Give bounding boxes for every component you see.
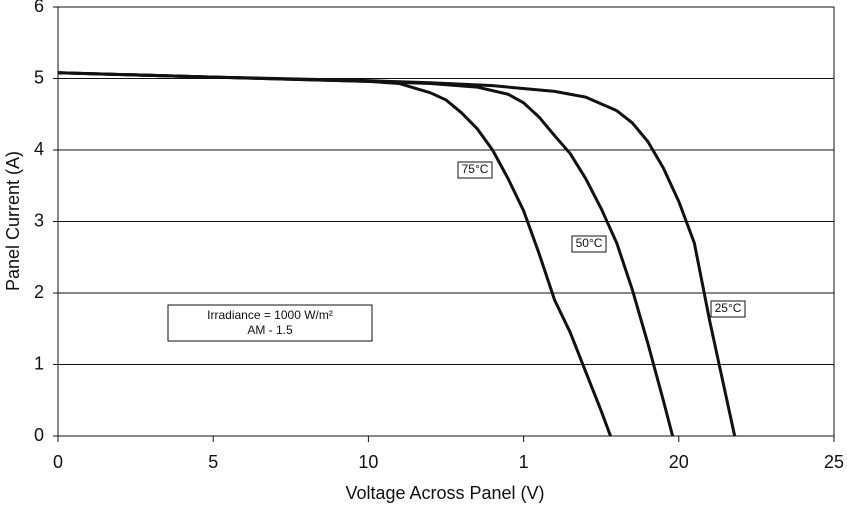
y-tick-label: 6 <box>34 0 44 16</box>
y-tick-label: 3 <box>34 210 44 230</box>
series-label-box <box>571 235 607 253</box>
x-tick-label: 25 <box>824 452 844 472</box>
x-tick-label: 5 <box>208 452 218 472</box>
x-tick-label: 10 <box>358 452 378 472</box>
series-line <box>57 71 675 437</box>
series-line <box>57 71 737 437</box>
y-tick-label: 1 <box>34 353 44 373</box>
annotation-box <box>167 304 373 342</box>
y-tick-label: 5 <box>34 67 44 87</box>
series-label-box <box>710 300 746 318</box>
x-axis-title: Voltage Across Panel (V) <box>345 483 544 503</box>
annotation: AM - 1.5 <box>247 323 293 337</box>
y-tick-label: 0 <box>34 425 44 445</box>
x-tick-label: 1 <box>519 452 529 472</box>
y-tick-label: 4 <box>34 139 44 159</box>
plot-frame <box>57 6 835 437</box>
x-tick-label: 20 <box>669 452 689 472</box>
y-axis-title: Panel Current (A) <box>3 151 23 291</box>
series-label: 25°C <box>715 301 742 315</box>
series-label: 75°C <box>462 162 489 176</box>
x-tick-label: 0 <box>53 452 63 472</box>
series-line <box>57 71 612 437</box>
series-label: 50°C <box>576 236 603 250</box>
series-label-box <box>457 161 493 179</box>
annotation: Irradiance = 1000 W/m² <box>207 308 333 322</box>
y-tick-label: 2 <box>34 282 44 302</box>
